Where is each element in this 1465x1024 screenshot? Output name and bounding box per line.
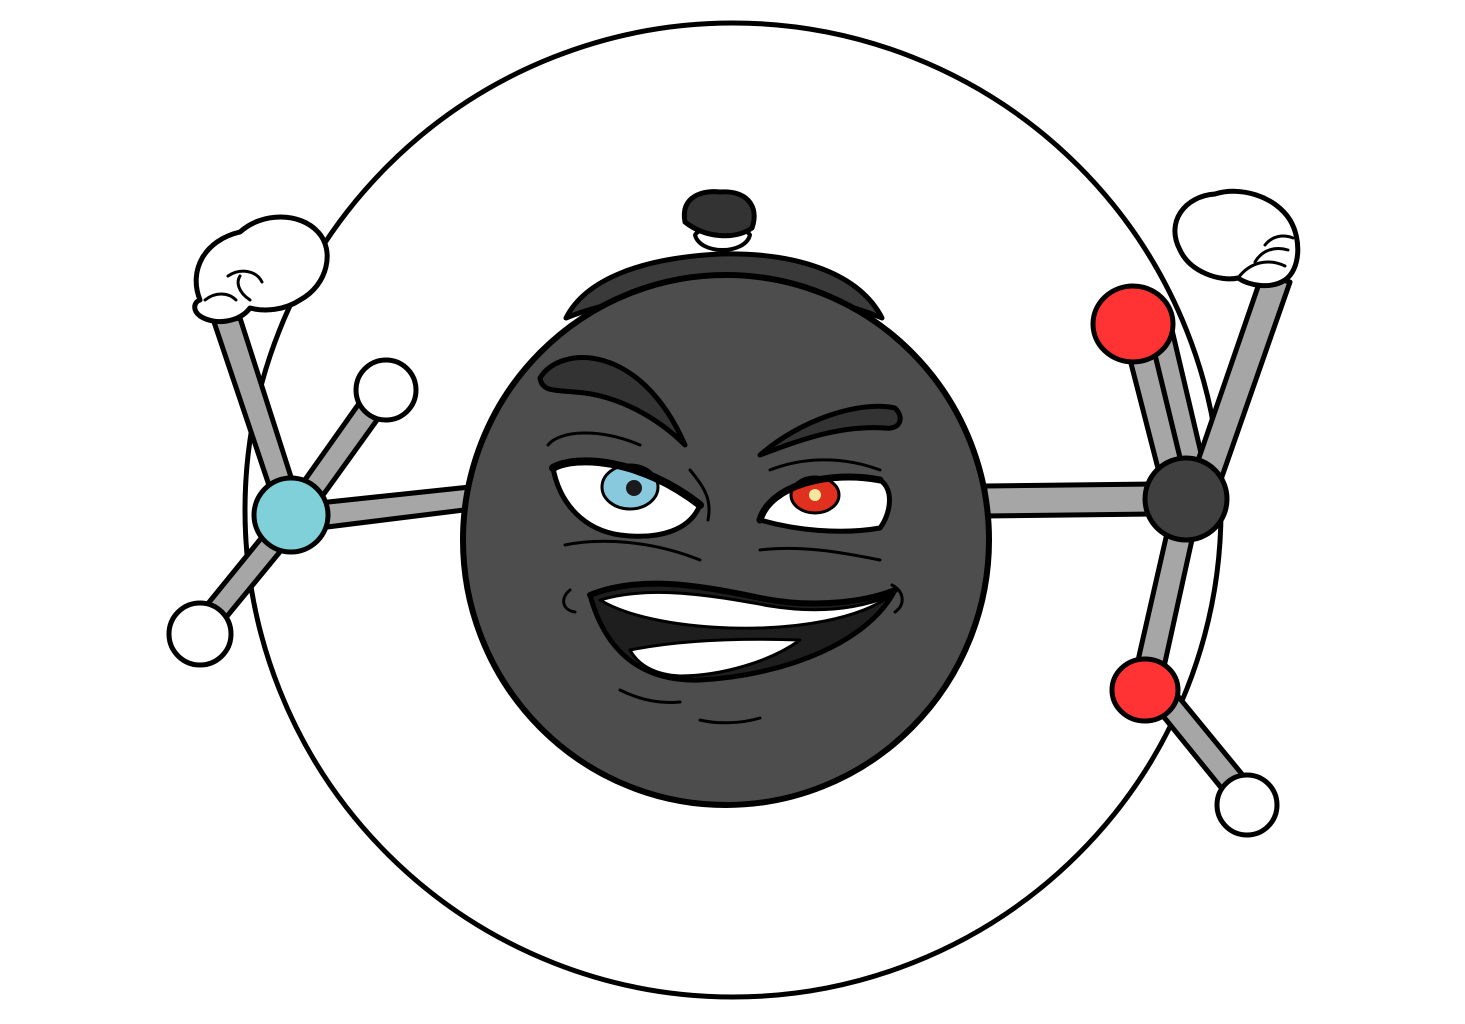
left-amine-group: [166, 214, 475, 668]
nose-line: [688, 468, 711, 522]
bond-body-to-carbon: [982, 481, 1155, 519]
left-eyebrow: [537, 355, 688, 448]
oxygen-atom-bottom: [1109, 656, 1181, 724]
left-dimple: [562, 588, 577, 614]
left-eye: [549, 457, 704, 539]
chin-line: [698, 716, 762, 725]
mascot-head: [460, 272, 992, 808]
right-eye-crease: [768, 458, 882, 472]
oxygen-atom-top: [1090, 283, 1176, 365]
hydrogen-atom-bottom-right: [1214, 772, 1280, 838]
right-eye: [756, 473, 892, 534]
hydrogen-atom-bottom-left: [166, 600, 234, 668]
upper-teeth: [598, 590, 892, 630]
hair-knot: [681, 189, 757, 239]
left-pupil: [626, 480, 642, 496]
chin-line-left: [618, 688, 682, 704]
head-body: [460, 272, 992, 808]
mouth: [587, 580, 898, 683]
hydrogen-atom-top-left: [353, 357, 419, 423]
nitrogen-atom: [251, 475, 331, 555]
right-eyebrow: [757, 403, 903, 458]
left-eye-crease: [546, 431, 642, 447]
right-cheek-line: [758, 546, 882, 562]
right-dimple: [890, 583, 904, 614]
left-cheek-line: [563, 539, 702, 562]
right-pupil-glint: [809, 489, 821, 501]
right-carboxyl-group: [982, 188, 1301, 838]
carbon-atom: [1142, 455, 1230, 543]
right-fist-icon: [1172, 188, 1301, 289]
left-fist-icon: [192, 214, 330, 325]
lower-teeth: [628, 637, 802, 678]
